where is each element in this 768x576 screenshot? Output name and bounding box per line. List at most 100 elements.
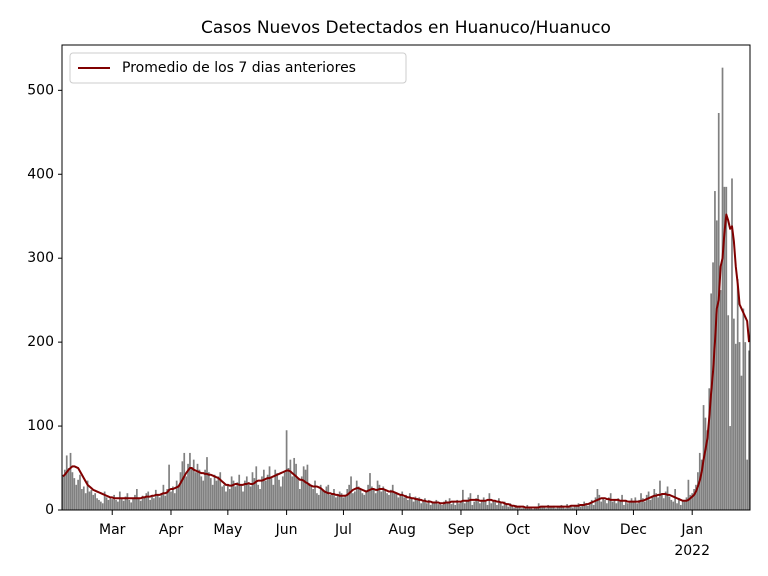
- bar: [679, 504, 682, 510]
- bar: [435, 499, 438, 510]
- bar: [661, 494, 663, 510]
- bar: [439, 502, 441, 510]
- bar: [113, 494, 115, 510]
- bar: [111, 499, 114, 510]
- bar: [130, 502, 133, 510]
- bar: [697, 472, 699, 510]
- x-tick-label: Oct: [506, 522, 531, 538]
- bar: [213, 474, 216, 510]
- bar: [251, 472, 254, 510]
- bar: [636, 503, 639, 510]
- bar: [312, 489, 314, 510]
- bar: [666, 486, 669, 510]
- bar: [632, 501, 635, 510]
- bar: [668, 496, 671, 510]
- bar: [348, 484, 350, 510]
- bar: [67, 468, 70, 510]
- bar: [363, 494, 366, 510]
- bar: [376, 480, 379, 510]
- bar: [448, 498, 451, 510]
- bar: [244, 480, 246, 510]
- bar: [681, 499, 684, 510]
- y-tick-label: 0: [45, 502, 54, 518]
- bar: [304, 469, 307, 510]
- bar: [592, 504, 595, 510]
- bar: [77, 479, 79, 510]
- x-tick-label: Jul: [334, 522, 352, 538]
- bar: [693, 489, 695, 510]
- bar: [403, 497, 405, 510]
- bar: [272, 484, 275, 510]
- bar: [219, 472, 222, 510]
- bar: [492, 499, 495, 510]
- bar: [268, 466, 271, 510]
- bar: [204, 469, 206, 510]
- bar: [721, 67, 724, 511]
- bar: [748, 350, 750, 510]
- bar: [503, 501, 506, 510]
- bar: [325, 486, 328, 510]
- bar: [274, 469, 277, 510]
- bar: [734, 343, 737, 510]
- bar: [128, 499, 131, 510]
- y-tick-label: 200: [27, 334, 54, 350]
- bar: [507, 506, 510, 510]
- bar: [496, 504, 498, 510]
- bar: [712, 262, 714, 510]
- x-tick-label: Sep: [448, 522, 475, 538]
- bar: [477, 494, 479, 510]
- bar: [429, 504, 432, 510]
- bar: [124, 496, 127, 510]
- bar: [300, 476, 303, 510]
- bar: [479, 503, 481, 510]
- bar: [209, 478, 212, 510]
- bar: [134, 494, 136, 510]
- bar: [367, 484, 369, 510]
- bar: [177, 484, 180, 510]
- bar: [276, 473, 278, 510]
- bar: [676, 503, 678, 510]
- bar: [630, 498, 633, 510]
- bar: [736, 279, 739, 510]
- bar: [498, 498, 500, 510]
- bar: [270, 478, 273, 510]
- bar: [600, 501, 603, 510]
- bar: [552, 505, 555, 510]
- bar: [170, 491, 172, 510]
- bar: [723, 186, 726, 511]
- bar: [333, 489, 335, 510]
- bar: [181, 461, 184, 510]
- bar: [63, 469, 66, 510]
- bar: [725, 186, 728, 511]
- bar: [194, 472, 197, 510]
- bar: [579, 506, 582, 510]
- bar: [706, 430, 709, 510]
- bar: [704, 417, 707, 510]
- bar: [183, 452, 186, 510]
- bar: [744, 342, 747, 510]
- bar: [166, 489, 169, 510]
- bar: [352, 493, 354, 510]
- bar: [486, 504, 489, 510]
- bar: [302, 466, 305, 510]
- bar: [164, 495, 167, 510]
- bar: [185, 476, 187, 510]
- bar: [350, 476, 352, 510]
- bar: [534, 507, 536, 510]
- bar: [717, 112, 720, 510]
- bar: [393, 491, 396, 510]
- bar: [535, 508, 538, 510]
- bar: [92, 494, 95, 510]
- bar: [306, 464, 309, 510]
- bar: [467, 497, 470, 510]
- bar: [501, 505, 504, 510]
- bar: [280, 486, 282, 510]
- bar: [490, 503, 493, 510]
- bar: [344, 494, 347, 510]
- bar: [422, 501, 424, 510]
- bar: [226, 484, 229, 510]
- bar: [86, 480, 89, 510]
- bar: [353, 491, 356, 510]
